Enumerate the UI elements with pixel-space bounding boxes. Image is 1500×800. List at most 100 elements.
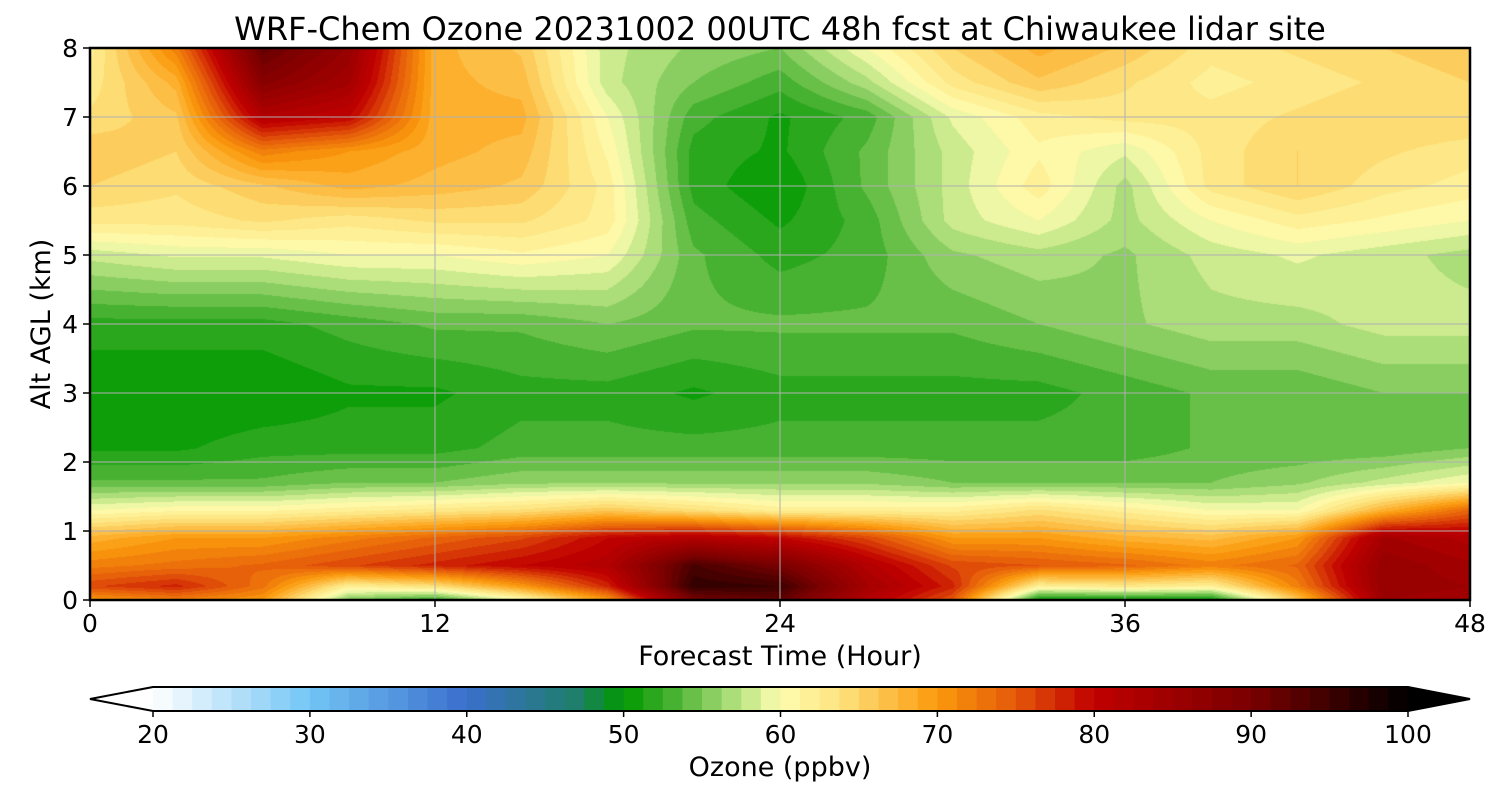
y-tick-label: 2 xyxy=(62,448,78,477)
y-tick-label: 7 xyxy=(62,103,78,132)
colorbar-bin xyxy=(1368,687,1389,711)
colorbar-bin xyxy=(545,687,566,711)
colorbar-bin xyxy=(1192,687,1213,711)
colorbar-extend-low xyxy=(90,687,154,711)
x-tick-label: 24 xyxy=(764,609,796,638)
x-axis: 0 12 24 36 48 xyxy=(82,600,1486,638)
colorbar-bin xyxy=(1349,687,1370,711)
colorbar-bin xyxy=(1329,687,1350,711)
colorbar-bin xyxy=(839,687,860,711)
colorbar-bin xyxy=(584,687,605,711)
colorbar-bin xyxy=(800,687,821,711)
colorbar-bin xyxy=(1251,687,1272,711)
colorbar-tick-label: 80 xyxy=(1078,720,1110,749)
y-axis-label: Alt AGL (km) xyxy=(26,239,57,410)
colorbar-bin xyxy=(1113,687,1135,711)
colorbar-bin xyxy=(349,687,370,711)
x-tick-label: 48 xyxy=(1454,609,1486,638)
chart-title: WRF-Chem Ozone 20231002 00UTC 48h fcst a… xyxy=(234,10,1326,48)
colorbar-bin xyxy=(1055,687,1076,711)
y-tick-label: 0 xyxy=(62,586,78,615)
colorbar-bin xyxy=(1290,687,1311,711)
colorbar-bin xyxy=(211,687,233,711)
colorbar-bin xyxy=(251,687,272,711)
colorbar-bin xyxy=(996,687,1017,711)
colorbar-bin xyxy=(1133,687,1154,711)
colorbar-bin xyxy=(1211,687,1233,711)
x-tick-label: 12 xyxy=(419,609,451,638)
colorbar-bin xyxy=(231,687,252,711)
colorbar-bin xyxy=(192,687,213,711)
colorbar-bin xyxy=(741,687,762,711)
grid-lines xyxy=(90,48,1470,600)
colorbar-bin xyxy=(1270,687,1291,711)
colorbar-bin xyxy=(368,687,389,711)
colorbar-bin xyxy=(917,687,938,711)
colorbar-label: Ozone (ppbv) xyxy=(689,752,872,783)
colorbar-bin xyxy=(1231,687,1252,711)
colorbar-bin xyxy=(898,687,919,711)
colorbar-bin xyxy=(270,687,291,711)
colorbar-tick-label: 60 xyxy=(765,720,797,749)
colorbar-bin xyxy=(1094,687,1115,711)
y-tick-label: 4 xyxy=(62,310,78,339)
colorbar-bin xyxy=(466,687,487,711)
y-tick-label: 6 xyxy=(62,172,78,201)
colorbar-bin xyxy=(486,687,507,711)
colorbar-bin xyxy=(172,687,193,711)
colorbar-bin xyxy=(1309,687,1331,711)
colorbar-bin xyxy=(643,687,664,711)
colorbar-bin xyxy=(662,687,684,711)
colorbar-tick-label: 90 xyxy=(1235,720,1267,749)
colorbar-tick-label: 100 xyxy=(1384,720,1432,749)
colorbar-bin xyxy=(329,687,350,711)
colorbar-tick-label: 40 xyxy=(451,720,483,749)
colorbar-extend-high xyxy=(1407,687,1470,711)
colorbar-bin xyxy=(682,687,703,711)
colorbar-bin xyxy=(407,687,429,711)
colorbar-bin xyxy=(721,687,742,711)
colorbar-bin xyxy=(564,687,586,711)
colorbar-bin xyxy=(1172,687,1193,711)
y-tick-label: 3 xyxy=(62,379,78,408)
colorbar-bin xyxy=(604,687,625,711)
colorbar-ticks: 20 30 40 50 60 70 80 90 100 xyxy=(137,711,1432,749)
colorbar-bin xyxy=(1388,687,1409,711)
colorbar-bin xyxy=(1015,687,1037,711)
colorbar-bin xyxy=(819,687,840,711)
plot-area xyxy=(88,46,1472,602)
colorbar-bin xyxy=(309,687,331,711)
y-tick-label: 1 xyxy=(62,517,78,546)
colorbar-bin xyxy=(878,687,899,711)
y-tick-label: 8 xyxy=(62,34,78,63)
colorbar-tick-label: 70 xyxy=(921,720,953,749)
y-tick-label: 5 xyxy=(62,241,78,270)
colorbar: 20 30 40 50 60 70 80 90 100 xyxy=(89,686,1471,749)
colorbar-tick-label: 50 xyxy=(608,720,640,749)
colorbar-tick-label: 20 xyxy=(137,720,169,749)
colorbar-bin xyxy=(1074,687,1095,711)
x-tick-label: 36 xyxy=(1109,609,1141,638)
colorbar-bin xyxy=(780,687,801,711)
colorbar-bin xyxy=(290,687,311,711)
colorbar-bin xyxy=(1035,687,1056,711)
colorbar-bin xyxy=(1153,687,1174,711)
colorbar-bin xyxy=(976,687,997,711)
colorbar-bin xyxy=(505,687,527,711)
colorbar-bin xyxy=(937,687,958,711)
colorbar-bin xyxy=(760,687,782,711)
colorbar-bin xyxy=(956,687,978,711)
colorbar-bin xyxy=(623,687,644,711)
colorbar-bin xyxy=(388,687,409,711)
colorbar-bin xyxy=(525,687,546,711)
colorbar-bin xyxy=(427,687,448,711)
y-axis: 0 1 2 3 4 5 6 7 8 xyxy=(62,34,90,615)
x-axis-label: Forecast Time (Hour) xyxy=(638,641,922,672)
colorbar-tick-label: 30 xyxy=(294,720,326,749)
colorbar-bin xyxy=(702,687,723,711)
colorbar-bin xyxy=(153,687,174,711)
x-tick-label: 0 xyxy=(82,609,98,638)
colorbar-bin xyxy=(858,687,880,711)
colorbar-bin xyxy=(447,687,468,711)
